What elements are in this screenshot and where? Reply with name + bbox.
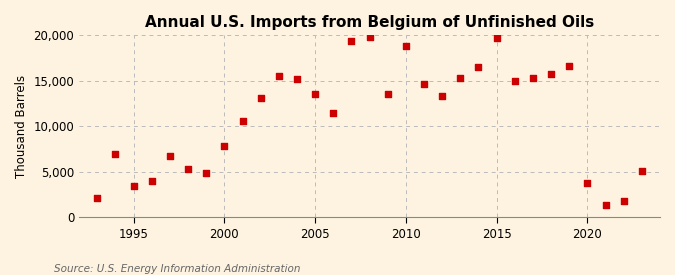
- Point: [618, 199, 629, 203]
- Point: [400, 44, 411, 48]
- Point: [382, 92, 393, 97]
- Point: [92, 196, 103, 200]
- Point: [473, 65, 484, 69]
- Point: [273, 74, 284, 78]
- Point: [237, 119, 248, 123]
- Point: [201, 170, 212, 175]
- Point: [110, 152, 121, 156]
- Point: [183, 167, 194, 171]
- Point: [528, 76, 539, 80]
- Point: [364, 35, 375, 39]
- Point: [328, 111, 339, 115]
- Point: [219, 144, 230, 148]
- Point: [310, 92, 321, 97]
- Point: [510, 79, 520, 83]
- Point: [491, 36, 502, 40]
- Point: [564, 64, 574, 68]
- Point: [418, 81, 429, 86]
- Y-axis label: Thousand Barrels: Thousand Barrels: [15, 75, 28, 178]
- Point: [346, 39, 357, 43]
- Point: [165, 154, 176, 159]
- Point: [146, 179, 157, 183]
- Point: [255, 96, 266, 100]
- Text: Source: U.S. Energy Information Administration: Source: U.S. Energy Information Administ…: [54, 264, 300, 274]
- Point: [545, 71, 556, 76]
- Point: [582, 181, 593, 185]
- Title: Annual U.S. Imports from Belgium of Unfinished Oils: Annual U.S. Imports from Belgium of Unfi…: [145, 15, 594, 30]
- Point: [437, 94, 448, 98]
- Point: [292, 77, 302, 81]
- Point: [455, 76, 466, 80]
- Point: [600, 202, 611, 207]
- Point: [637, 169, 647, 173]
- Point: [128, 184, 139, 189]
